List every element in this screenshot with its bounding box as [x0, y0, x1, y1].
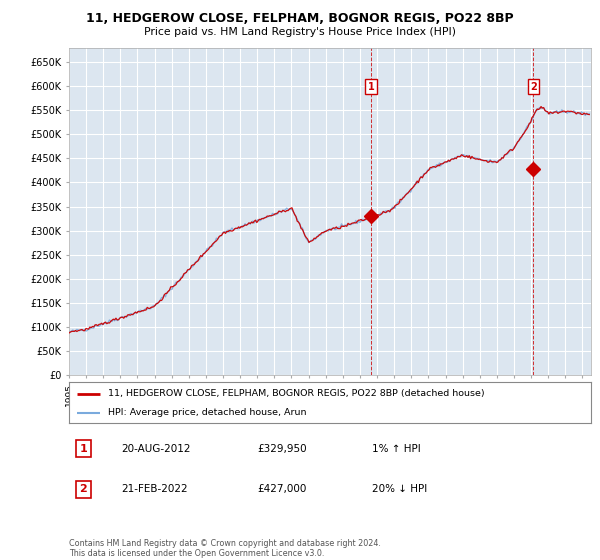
Text: £329,950: £329,950 [257, 444, 307, 454]
Text: Contains HM Land Registry data © Crown copyright and database right 2024.
This d: Contains HM Land Registry data © Crown c… [69, 539, 381, 558]
Text: 20% ↓ HPI: 20% ↓ HPI [372, 484, 427, 494]
Text: Price paid vs. HM Land Registry's House Price Index (HPI): Price paid vs. HM Land Registry's House … [144, 27, 456, 37]
Text: 11, HEDGEROW CLOSE, FELPHAM, BOGNOR REGIS, PO22 8BP: 11, HEDGEROW CLOSE, FELPHAM, BOGNOR REGI… [86, 12, 514, 25]
Text: 1: 1 [79, 444, 87, 454]
Text: 2: 2 [79, 484, 87, 494]
Text: 1% ↑ HPI: 1% ↑ HPI [372, 444, 421, 454]
Text: 1: 1 [368, 82, 374, 92]
Text: £427,000: £427,000 [257, 484, 306, 494]
Text: 21-FEB-2022: 21-FEB-2022 [121, 484, 188, 494]
Text: HPI: Average price, detached house, Arun: HPI: Average price, detached house, Arun [108, 408, 307, 417]
Text: 20-AUG-2012: 20-AUG-2012 [121, 444, 191, 454]
Text: 11, HEDGEROW CLOSE, FELPHAM, BOGNOR REGIS, PO22 8BP (detached house): 11, HEDGEROW CLOSE, FELPHAM, BOGNOR REGI… [108, 389, 485, 398]
Text: 2: 2 [530, 82, 536, 92]
